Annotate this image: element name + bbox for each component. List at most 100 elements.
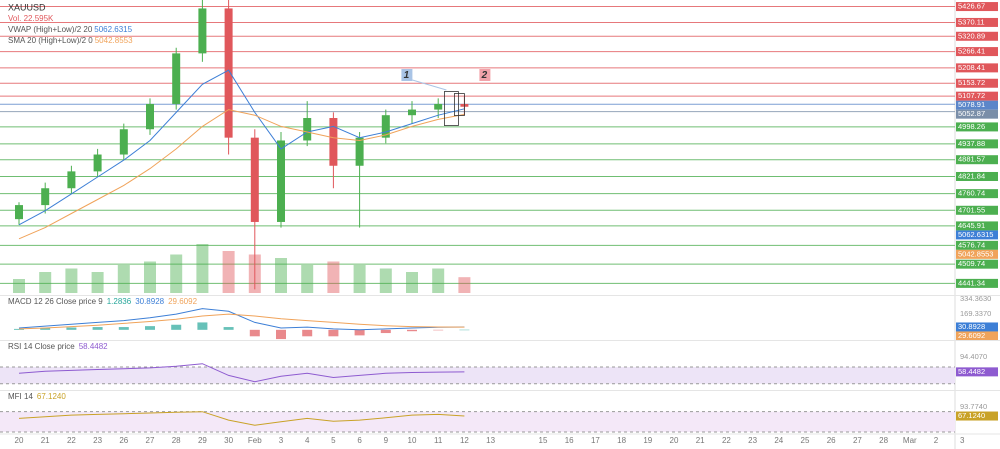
histogram-bar xyxy=(92,327,103,330)
level-label-bg xyxy=(956,100,998,110)
histogram-bar xyxy=(171,324,182,330)
pane-legend: RSI 14 Close price xyxy=(8,342,75,351)
selection-box xyxy=(453,93,465,116)
candle-body xyxy=(41,188,50,206)
histogram-bar xyxy=(276,329,286,340)
level-label: 5052.87 xyxy=(958,109,985,118)
volume-bar xyxy=(275,258,287,293)
level-label-bg xyxy=(956,91,998,101)
level-label: 4576.74 xyxy=(958,240,985,249)
level-label: 4821.84 xyxy=(958,171,985,180)
candle-body xyxy=(15,205,23,220)
level-label: 5208.41 xyxy=(958,63,985,72)
pane-value: 67.1240 xyxy=(958,411,985,420)
level-label-bg xyxy=(956,109,998,119)
pane-value: 30.8928 xyxy=(958,322,985,331)
volume-bar xyxy=(144,261,156,293)
pane-tick-label: 334.3630 xyxy=(960,294,991,303)
volume-legend: Vol. 22.595K xyxy=(8,14,54,23)
x-tick-label: 12 xyxy=(460,436,469,445)
level-label-bg xyxy=(956,122,998,132)
x-tick-label: 16 xyxy=(565,436,574,445)
indicator-line xyxy=(18,109,465,240)
x-tick-label: 4 xyxy=(305,436,310,445)
pane-legend-value: 29.6092 xyxy=(168,297,197,306)
pane-legend: MACD 12 26 Close price 9 xyxy=(8,297,103,306)
x-tick-label: 20 xyxy=(670,436,679,445)
x-tick-label: 15 xyxy=(539,436,548,445)
level-label-bg xyxy=(956,205,998,215)
x-tick-label: 27 xyxy=(853,436,862,445)
volume-bar xyxy=(432,268,445,293)
indicator-value: 5042.8553 xyxy=(958,249,993,258)
x-tick-label: Mar xyxy=(903,436,917,445)
level-label: 4760.74 xyxy=(958,189,985,198)
volume-bar xyxy=(39,272,52,293)
level-label: 5426.67 xyxy=(958,2,985,11)
candle-body xyxy=(381,115,390,138)
level-label-bg xyxy=(956,17,998,27)
x-tick-label: 18 xyxy=(617,436,626,445)
level-label: 5320.89 xyxy=(958,31,985,40)
x-tick-label: 22 xyxy=(722,436,731,445)
x-tick-label: 2 xyxy=(934,436,939,445)
annotation-label: 1 xyxy=(404,70,410,81)
candle-body xyxy=(355,137,364,166)
level-label: 4937.88 xyxy=(958,139,985,148)
histogram-bar xyxy=(433,329,444,331)
volume-bar xyxy=(301,265,314,293)
x-tick-label: 28 xyxy=(172,436,181,445)
level-label: 4881.57 xyxy=(958,155,985,164)
histogram-bar xyxy=(197,322,208,330)
pane-legend-value: 58.4482 xyxy=(79,342,108,351)
level-label-bg xyxy=(956,259,998,269)
annotation-label: 2 xyxy=(481,70,488,81)
pane-line xyxy=(18,411,465,426)
pane-tick-label: 94.4070 xyxy=(960,352,987,361)
candle-body xyxy=(172,53,181,104)
volume-bar xyxy=(196,244,209,293)
x-tick-label: 19 xyxy=(643,436,652,445)
indicator-legend-value: 5062.6315 xyxy=(94,25,132,34)
histogram-bar xyxy=(407,329,417,332)
level-label-bg xyxy=(956,139,998,149)
selection-box xyxy=(443,91,459,126)
level-label-bg xyxy=(956,31,998,41)
main-pane xyxy=(0,0,955,293)
x-tick-label: 27 xyxy=(146,436,155,445)
indicator-legend: VWAP (High+Low)/2 20 xyxy=(8,25,93,34)
indicator-value-bg xyxy=(956,230,998,240)
level-label: 4645.91 xyxy=(958,221,985,230)
candle-body xyxy=(250,137,259,222)
volume-bar xyxy=(406,272,418,293)
level-label-bg xyxy=(956,278,998,288)
candle-body xyxy=(146,103,154,130)
x-tick-label: 10 xyxy=(408,436,417,445)
indicator-legend-value: 5042.8553 xyxy=(95,36,133,45)
x-tick-label: 11 xyxy=(434,436,443,445)
x-tick-label: 26 xyxy=(827,436,836,445)
level-label-bg xyxy=(956,155,998,165)
pane-value: 58.4482 xyxy=(958,367,985,376)
volume-bar xyxy=(458,277,471,293)
volume-bar xyxy=(91,272,104,293)
histogram-bar xyxy=(223,327,234,330)
indicator-legend: SMA 20 (High+Low)/2 0 xyxy=(8,36,93,45)
volume-bar xyxy=(327,261,340,293)
x-tick-label: 26 xyxy=(119,436,128,445)
level-label-bg xyxy=(956,78,998,88)
volume-bar xyxy=(13,279,25,293)
x-tick-label: 13 xyxy=(486,436,495,445)
level-label-bg xyxy=(956,221,998,231)
x-tick-label: 28 xyxy=(879,436,888,445)
level-label-bg xyxy=(956,240,998,250)
x-tick-label: 23 xyxy=(93,436,102,445)
volume-bar xyxy=(379,268,392,293)
candle-body xyxy=(67,171,76,189)
candle-body xyxy=(119,129,128,155)
pane-tick-label: 93.7740 xyxy=(960,402,987,411)
pane-legend-value: 1.2836 xyxy=(107,297,132,306)
histogram-bar xyxy=(14,328,24,330)
histogram-bar xyxy=(145,326,155,330)
